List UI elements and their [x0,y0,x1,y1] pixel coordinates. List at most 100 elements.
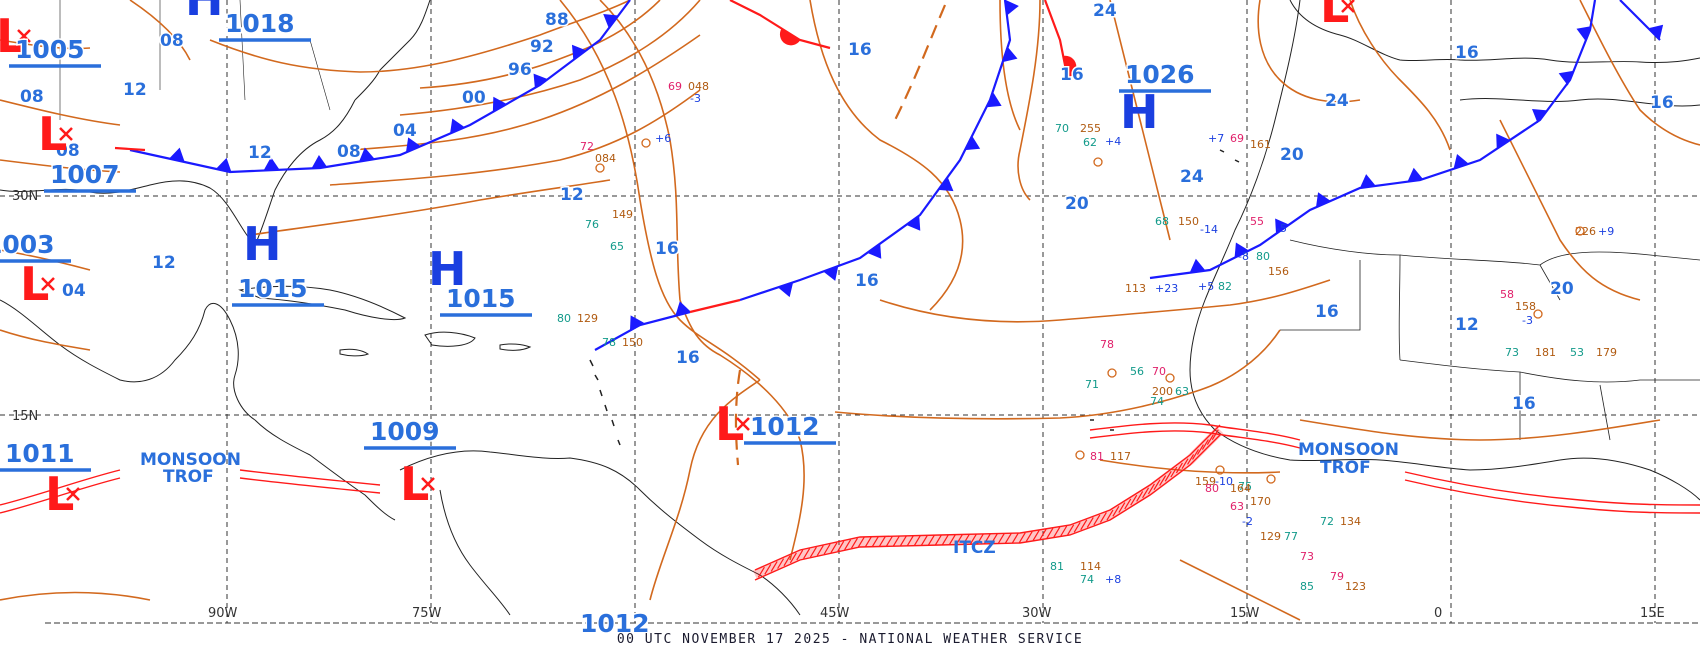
station-value: 56 [1130,365,1144,378]
pressure-value: 1003 [0,230,55,259]
warm-front-mid [1043,0,1077,81]
isobar-value-label: 16 [855,271,879,291]
latitude-label: 15N [12,409,38,424]
pressure-systems: H1018L1005L1007L1003H1015H1015L1011L1009… [0,0,1355,640]
station-circle [1533,309,1543,319]
isobars [0,0,1700,621]
isobar-value-label: 24 [1325,91,1349,111]
low-center-x [59,127,73,141]
longitude-label: 15E [1640,606,1665,621]
cold-front-barb [1648,24,1664,40]
station-value: 74 [1150,395,1164,408]
isobar-value-label: 08 [56,141,80,161]
station-value: 80 [557,312,571,325]
station-value: 255 [1080,122,1101,135]
coastlines [0,0,1700,616]
low-pressure-center: L1003 [0,229,71,311]
cold-front-barb [1004,0,1019,16]
low-letter: L [45,467,74,521]
station-value: 69 [1230,132,1244,145]
isobar-value-label: 20 [1550,279,1574,299]
cold-front-barb [938,176,954,192]
station-value: 85 [1300,580,1314,593]
isobar-value-label: 04 [62,281,86,301]
station-value: +8 [1105,573,1121,586]
pressure-value: 1009 [370,417,440,446]
station-value: -3 [690,92,701,105]
isobar-value-label: 88 [545,10,569,30]
station-value: +4 [1105,135,1121,148]
station-value: 63 [1175,385,1189,398]
station-value: -8 [1238,250,1249,263]
pressure-value: 1018 [225,9,295,38]
isobar-value-label: 16 [655,239,679,259]
isobar-value-label: 04 [393,121,417,141]
low-center-x [421,477,435,491]
isobar-value-label: 20 [1065,194,1089,214]
cold-front-barb [629,315,644,331]
cold-front-central-west [594,301,691,351]
low-center-x [66,487,80,501]
station-value: 70 [1055,122,1069,135]
station-value: 156 [1268,265,1289,278]
cold-front-barb [906,215,921,231]
monsoon-trof-east-line1: MONSOON [1298,440,1399,460]
cold-front-barb [533,73,548,89]
cold-front-barb [1496,133,1511,149]
high-letter: H [428,242,467,296]
station-value: 114 [1080,560,1101,573]
warm-front-north-atlantic [729,0,831,50]
station-value: 82 [1218,280,1232,293]
cold-front-barb [1359,174,1376,189]
station-value: 77 [1284,530,1298,543]
warm-front-gulf [114,146,146,152]
station-value: 62 [1083,136,1097,149]
station-value: -10 [1215,475,1233,488]
cold-front-barb [359,147,375,162]
warm-front-bump [779,28,801,46]
warm-front-central [689,298,741,314]
station-value: +5 [1198,280,1214,293]
isobar-value-label: 08 [20,87,44,107]
station-circle [1093,157,1103,167]
station-value: 78 [1100,338,1114,351]
longitude-label: 30W [1022,606,1052,621]
low-center-x [17,29,31,43]
pressure-value: 1012 [750,412,820,441]
longitude-label: 75W [412,606,442,621]
cold-front-barb [215,157,232,173]
isobar-value-label: 96 [508,60,532,80]
station-value: -5 [1276,222,1287,235]
station-value: 150 [1178,215,1199,228]
cold-front-barb [405,137,421,153]
trough-line [734,369,742,466]
station-value: 75 [1238,480,1252,493]
isobar-value-label: 00 [462,88,486,108]
cold-front-barb [1558,70,1574,86]
station-value: 149 [612,208,633,221]
isobar-value-label: 92 [530,37,554,57]
isobar-value-label: 16 [676,348,700,368]
station-value: 161 [1250,138,1271,151]
station-value: -14 [1200,223,1218,236]
cold-front-barb [603,14,619,29]
isobar-value-label: 16 [1455,43,1479,63]
station-value: 084 [595,152,616,165]
station-value: 179 [1596,346,1617,359]
station-value: 80 [1205,482,1219,495]
station-value: 164 [1230,482,1251,495]
low-pressure-center: L 1009 [364,416,456,511]
isobar-value-label: 12 [560,185,584,205]
pressure-value: 1007 [50,160,120,189]
station-value: 117 [1110,450,1131,463]
cold-front-barb [1407,167,1424,182]
cold-front-barb [1275,218,1290,234]
station-value: 79 [1330,570,1344,583]
station-circle [1165,373,1175,383]
low-letter: L [1320,0,1349,33]
grid-labels: 90W 75W 45W 30W 15W 0 15E 30N 15N [12,189,1665,621]
